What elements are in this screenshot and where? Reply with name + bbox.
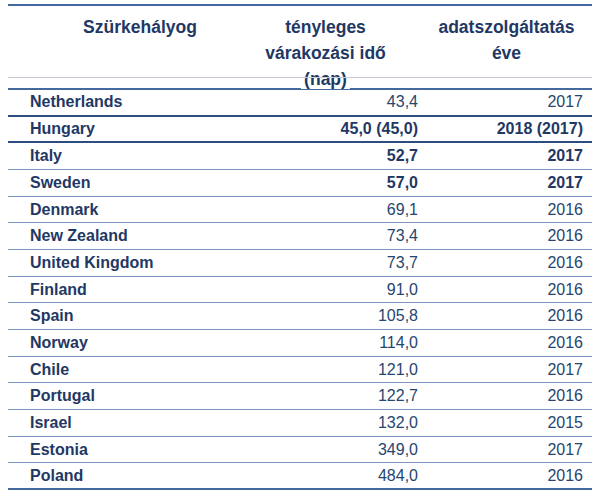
header-data-year-line2: éve <box>492 43 521 63</box>
country-cell: United Kingdom <box>8 254 248 272</box>
table-row: Israel132,02015 <box>8 410 592 437</box>
country-cell: Sweden <box>8 174 248 192</box>
table-row: Finland91,02016 <box>8 277 592 304</box>
country-cell: Spain <box>8 307 248 325</box>
table-header: Szürkehályog tényleges várakozási idő (n… <box>8 6 592 88</box>
value-cell: 114,0 <box>248 334 418 352</box>
value-cell: 132,0 <box>248 414 418 432</box>
table-row: Italy52,72017 <box>8 143 592 170</box>
table-row: New Zealand73,42016 <box>8 223 592 250</box>
header-data-year-line1: adatszolgáltatás <box>438 17 574 37</box>
year-cell: 2015 <box>418 414 592 432</box>
value-cell: 73,7 <box>248 254 418 272</box>
year-cell: 2017 <box>418 441 592 459</box>
value-cell: 91,0 <box>248 281 418 299</box>
value-cell: 73,4 <box>248 227 418 245</box>
table-row: Norway114,02016 <box>8 330 592 357</box>
header-procedure-label: Szürkehályog <box>83 17 197 37</box>
header-waiting-time-line1: tényleges <box>285 17 366 37</box>
year-cell: 2017 <box>418 93 592 111</box>
table-row: Netherlands43,42017 <box>8 90 592 117</box>
table-row: Poland484,02016 <box>8 463 592 490</box>
country-cell: Estonia <box>8 441 248 459</box>
table-body: Netherlands43,42017Hungary45,0 (45,0)201… <box>8 88 592 490</box>
country-cell: Netherlands <box>8 93 248 111</box>
value-cell: 57,0 <box>248 174 418 192</box>
table-row: Spain105,82016 <box>8 303 592 330</box>
country-cell: Hungary <box>8 120 248 138</box>
waiting-time-table: Szürkehályog tényleges várakozási idő (n… <box>8 4 592 490</box>
value-cell: 69,1 <box>248 201 418 219</box>
value-cell: 484,0 <box>248 467 418 485</box>
value-cell: 105,8 <box>248 307 418 325</box>
country-cell: Finland <box>8 281 248 299</box>
year-cell: 2016 <box>418 201 592 219</box>
country-cell: Portugal <box>8 387 248 405</box>
value-cell: 45,0 (45,0) <box>248 120 418 138</box>
table-row: Denmark69,12016 <box>8 197 592 224</box>
value-cell: 122,7 <box>248 387 418 405</box>
year-cell: 2016 <box>418 467 592 485</box>
country-cell: Italy <box>8 147 248 165</box>
value-cell: 43,4 <box>248 93 418 111</box>
year-cell: 2016 <box>418 227 592 245</box>
table-row: Estonia349,02017 <box>8 437 592 464</box>
country-cell: Poland <box>8 467 248 485</box>
table-row: Chile121,02017 <box>8 357 592 384</box>
year-cell: 2017 <box>418 361 592 379</box>
country-cell: New Zealand <box>8 227 248 245</box>
header-data-year: adatszolgáltatás éve <box>421 14 592 66</box>
year-cell: 2018 (2017) <box>418 120 592 138</box>
value-cell: 121,0 <box>248 361 418 379</box>
year-cell: 2016 <box>418 387 592 405</box>
table-row: Sweden57,02017 <box>8 170 592 197</box>
value-cell: 52,7 <box>248 147 418 165</box>
country-cell: Denmark <box>8 201 248 219</box>
table-row: Portugal122,72016 <box>8 383 592 410</box>
year-cell: 2017 <box>418 174 592 192</box>
year-cell: 2016 <box>418 307 592 325</box>
header-waiting-time-line2: várakozási idő <box>265 43 386 63</box>
country-cell: Chile <box>8 361 248 379</box>
year-cell: 2017 <box>418 147 592 165</box>
year-cell: 2016 <box>418 281 592 299</box>
value-cell: 349,0 <box>248 441 418 459</box>
table-row: Hungary45,0 (45,0)2018 (2017) <box>8 117 592 144</box>
table-row: United Kingdom73,72016 <box>8 250 592 277</box>
year-cell: 2016 <box>418 334 592 352</box>
header-waiting-time-line3: (nap) <box>301 69 350 89</box>
year-cell: 2016 <box>418 254 592 272</box>
country-cell: Israel <box>8 414 248 432</box>
country-cell: Norway <box>8 334 248 352</box>
header-divider <box>8 77 592 78</box>
